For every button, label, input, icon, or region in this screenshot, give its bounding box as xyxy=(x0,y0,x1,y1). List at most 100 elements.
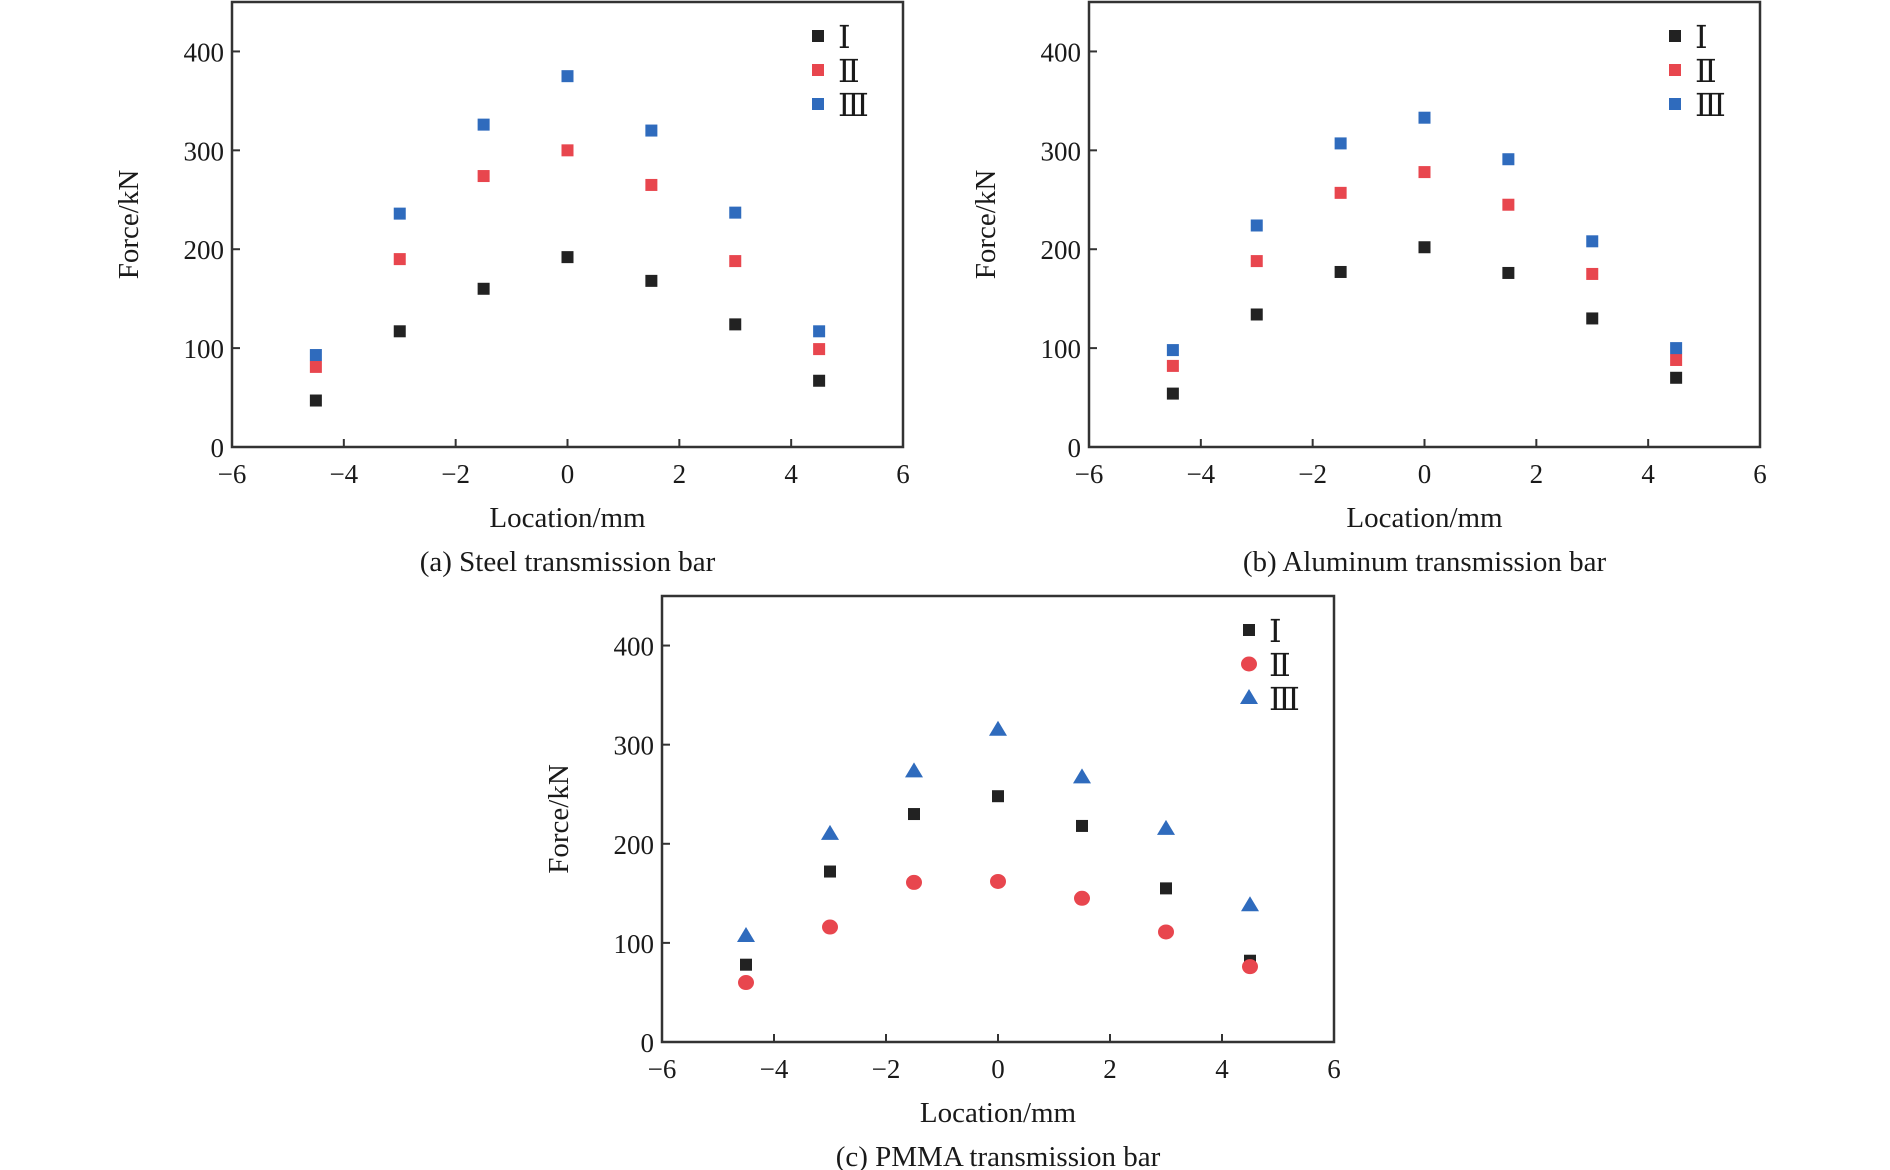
legend-marker xyxy=(1669,64,1681,76)
plot-frame xyxy=(1087,0,1762,449)
data-point xyxy=(1158,924,1174,940)
chart-panel-b: −6 −4 −2 0 2 4 6 0 100 200 300 400 Location/mm Force/… xyxy=(970,0,1767,578)
x-tick-label: −6 xyxy=(648,1054,677,1084)
data-point xyxy=(813,343,826,356)
data-point xyxy=(1586,312,1599,325)
x-axis-label: Location/mm xyxy=(920,1097,1077,1129)
data-point xyxy=(1502,153,1515,166)
data-point xyxy=(645,274,658,287)
data-point xyxy=(737,926,755,942)
data-point xyxy=(477,170,490,183)
data-point xyxy=(1250,255,1263,268)
data-point xyxy=(729,255,742,268)
data-point xyxy=(1076,819,1088,832)
data-point xyxy=(393,253,406,266)
data-point xyxy=(561,251,574,264)
legend-marker xyxy=(1669,98,1681,110)
data-point xyxy=(1166,359,1179,372)
data-point xyxy=(1502,198,1515,211)
data-point xyxy=(1157,819,1175,835)
data-point xyxy=(1074,890,1090,906)
legend-label: Ⅱ xyxy=(838,53,860,89)
y-tick-label: 200 xyxy=(184,235,225,265)
y-axis-label: Force/kN xyxy=(113,170,145,280)
data-point xyxy=(905,762,923,778)
legend-label: Ⅰ xyxy=(838,19,851,55)
data-point xyxy=(821,824,839,840)
data-point xyxy=(309,360,322,373)
data-point xyxy=(561,144,574,157)
legend-marker xyxy=(1240,689,1258,704)
data-point xyxy=(393,325,406,338)
legend-label: Ⅱ xyxy=(1269,647,1291,683)
x-tick-label: 0 xyxy=(1418,459,1432,489)
data-point xyxy=(822,919,838,935)
data-point xyxy=(813,374,826,387)
y-tick-label: 400 xyxy=(1041,37,1082,67)
x-tick-label: −6 xyxy=(1075,459,1104,489)
data-point xyxy=(645,124,658,137)
data-point xyxy=(824,865,836,878)
data-point xyxy=(1073,768,1091,784)
panel-caption: (b) Aluminum transmission bar xyxy=(1243,546,1607,578)
x-tick-label: 0 xyxy=(991,1054,1005,1084)
legend-label: Ⅲ xyxy=(1695,87,1726,123)
data-point xyxy=(1502,266,1515,279)
series-1 xyxy=(1166,241,1683,400)
legend-label: Ⅲ xyxy=(838,87,869,123)
data-point xyxy=(906,874,922,890)
x-tick-label: 2 xyxy=(1530,459,1544,489)
x-tick-label: 6 xyxy=(896,459,910,489)
data-point xyxy=(1670,353,1683,366)
plot-frame xyxy=(230,0,905,449)
data-point xyxy=(908,808,920,821)
data-point xyxy=(1334,137,1347,150)
legend-marker xyxy=(1243,624,1255,636)
data-point xyxy=(1241,896,1259,912)
data-point xyxy=(1334,186,1347,199)
y-tick-label: 100 xyxy=(1041,334,1082,364)
data-point xyxy=(1418,166,1431,179)
data-point xyxy=(1166,387,1179,400)
panel-caption: (a) Steel transmission bar xyxy=(420,546,716,578)
x-tick-label: 2 xyxy=(1103,1054,1117,1084)
x-tick-label: −2 xyxy=(1298,459,1327,489)
data-point xyxy=(729,206,742,219)
data-point xyxy=(1586,267,1599,280)
y-tick-label: 0 xyxy=(641,1028,655,1058)
data-point xyxy=(309,349,322,362)
x-tick-label: 4 xyxy=(784,459,798,489)
series-3 xyxy=(737,720,1259,942)
data-point xyxy=(1166,344,1179,357)
data-point xyxy=(990,873,1006,889)
data-point xyxy=(1242,959,1258,975)
x-axis-label: Location/mm xyxy=(489,502,646,534)
data-point xyxy=(1670,371,1683,384)
legend-label: Ⅰ xyxy=(1695,19,1708,55)
x-axis-label: Location/mm xyxy=(1346,502,1503,534)
data-point xyxy=(989,720,1007,736)
chart-panel-c: −6 −4 −2 0 2 4 6 0 100 200 300 400 Location/mm Force/… xyxy=(543,594,1341,1170)
data-point xyxy=(992,790,1004,803)
data-point xyxy=(477,282,490,295)
x-tick-label: 4 xyxy=(1641,459,1655,489)
x-tick-label: 6 xyxy=(1327,1054,1341,1084)
series-2 xyxy=(309,144,826,373)
y-tick-label: 200 xyxy=(1041,235,1082,265)
y-tick-label: 300 xyxy=(614,731,655,761)
data-point xyxy=(309,394,322,407)
data-point xyxy=(1586,235,1599,248)
x-tick-label: 0 xyxy=(561,459,575,489)
panel-caption: (c) PMMA transmission bar xyxy=(836,1141,1161,1170)
data-point xyxy=(1160,882,1172,895)
data-point xyxy=(1250,219,1263,232)
data-point xyxy=(740,958,752,971)
series-2 xyxy=(1166,166,1683,372)
legend-label: Ⅰ xyxy=(1269,613,1282,649)
x-tick-label: −4 xyxy=(1186,459,1215,489)
legend-label: Ⅱ xyxy=(1695,53,1717,89)
data-point xyxy=(561,70,574,83)
